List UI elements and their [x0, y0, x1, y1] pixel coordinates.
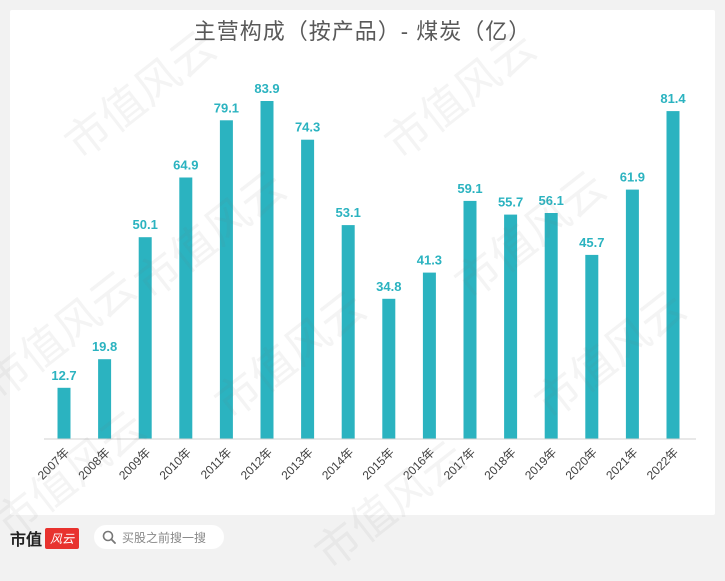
value-label: 34.8 [376, 279, 401, 294]
value-label: 53.1 [336, 205, 361, 220]
x-tick-label: 2012年 [238, 445, 275, 482]
x-tick-label: 2008年 [75, 445, 112, 482]
x-tick-label: 2021年 [603, 445, 640, 482]
brand-text: 市值 [10, 530, 43, 549]
x-tick-label: 2009年 [116, 445, 153, 482]
x-tick-label: 2022年 [644, 445, 681, 482]
value-labels-group: 12.7 19.8 50.1 64.9 79.1 83.9 74.3 53.1 34.8 41.3… [51, 81, 686, 383]
value-label: 83.9 [254, 81, 279, 96]
bar-chart: 12.7 19.8 50.1 64.9 79.1 83.9 74.3 53.1 34.8 41.3… [35, 81, 696, 482]
bar-2014年 [341, 225, 355, 439]
bar-2008年 [98, 359, 112, 439]
x-tick-label: 2016年 [400, 445, 437, 482]
bar-2007年 [57, 387, 71, 439]
x-tick-label: 2007年 [35, 445, 72, 482]
search-placeholder: 买股之前搜一搜 [122, 530, 207, 545]
bar-2017年 [463, 200, 477, 439]
bars-group [57, 101, 680, 440]
bar-2021年 [625, 189, 639, 439]
value-label: 50.1 [133, 217, 158, 232]
value-label: 19.8 [92, 339, 117, 354]
value-label: 59.1 [457, 181, 482, 196]
value-label: 56.1 [539, 193, 564, 208]
x-tick-label: 2013年 [278, 445, 315, 482]
bar-2015年 [382, 298, 396, 439]
footer: 市值 风云 买股之前搜一搜 [0, 518, 725, 559]
x-tick-label: 2020年 [563, 445, 600, 482]
bar-2013年 [301, 139, 315, 439]
value-label: 64.9 [173, 158, 198, 173]
x-tick-labels-group: 2007年 2008年 2009年 2010年 2011年 2012年 2013年 2014年… [35, 445, 681, 482]
brand-logo[interactable]: 市值 风云 [10, 526, 80, 550]
brand-mark: 风云 [45, 527, 80, 549]
bar-2022年 [666, 111, 680, 439]
value-label: 74.3 [295, 120, 320, 135]
value-label: 45.7 [579, 235, 604, 250]
value-label: 55.7 [498, 195, 523, 210]
search-icon [102, 530, 116, 544]
bar-2009年 [138, 237, 152, 439]
value-label: 41.3 [417, 253, 442, 268]
bar-2016年 [422, 272, 436, 439]
chart-title: 主营构成（按产品）- 煤炭（亿） [193, 19, 532, 44]
value-label: 79.1 [214, 100, 239, 115]
x-tick-label: 2010年 [157, 445, 194, 482]
x-tick-label: 2011年 [198, 445, 235, 482]
x-tick-label: 2018年 [481, 445, 518, 482]
bar-2011年 [219, 120, 233, 440]
x-tick-label: 2017年 [441, 445, 478, 482]
x-tick-label: 2014年 [319, 445, 356, 482]
bar-2019年 [544, 213, 558, 439]
bar-2012年 [260, 101, 274, 439]
x-tick-label: 2019年 [522, 445, 559, 482]
bar-2020年 [585, 254, 599, 439]
value-label: 61.9 [620, 170, 645, 185]
value-label: 12.7 [51, 368, 76, 383]
bar-2010年 [179, 177, 193, 439]
bar-2018年 [504, 214, 518, 439]
value-label: 81.4 [660, 91, 686, 106]
search-box[interactable]: 买股之前搜一搜 [94, 525, 224, 549]
x-tick-label: 2015年 [360, 445, 397, 482]
